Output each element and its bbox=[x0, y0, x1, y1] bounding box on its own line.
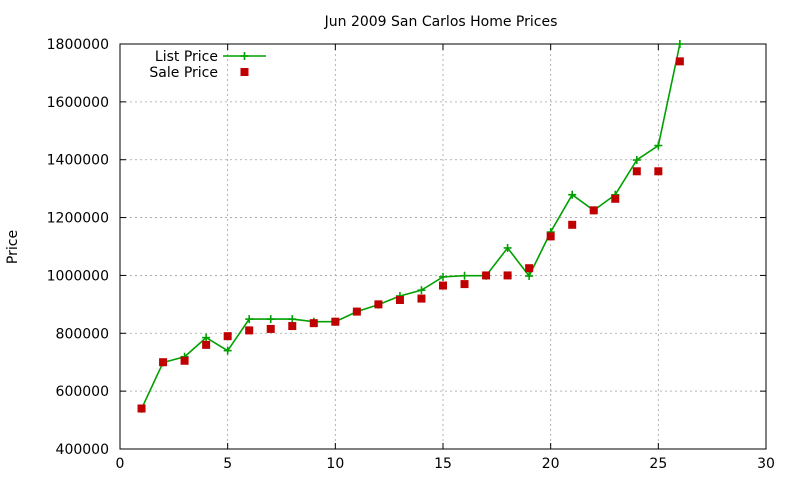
sale-price-point bbox=[611, 194, 620, 203]
sale-price-point bbox=[331, 317, 340, 326]
list-price-point bbox=[675, 40, 684, 48]
tick-labels: 0 5 10 15 20 25 30 400000 600000 800000 1000000 120… bbox=[47, 37, 775, 472]
x-tick-label: 10 bbox=[326, 456, 344, 472]
y-tick-label: 1200000 bbox=[47, 211, 109, 227]
chart-title: Jun 2009 San Carlos Home Prices bbox=[324, 14, 558, 30]
sale-price-point bbox=[159, 358, 168, 367]
list-price-point bbox=[417, 286, 426, 295]
list-price-line bbox=[140, 43, 681, 410]
y-tick-label: 600000 bbox=[56, 384, 109, 400]
x-tick-label: 15 bbox=[434, 456, 452, 472]
x-tick-label: 30 bbox=[757, 456, 775, 472]
y-tick-label: 1800000 bbox=[47, 37, 109, 53]
sale-price-point bbox=[460, 280, 469, 289]
sale-price-point bbox=[675, 57, 684, 66]
sale-price-point bbox=[525, 264, 534, 273]
list-price-point bbox=[632, 156, 641, 165]
list-price-point bbox=[288, 315, 297, 324]
sale-price-point bbox=[417, 294, 426, 303]
sale-price-point bbox=[589, 206, 598, 215]
sale-price-point bbox=[288, 322, 297, 331]
x-tick-label: 0 bbox=[116, 456, 125, 472]
x-tick-label: 20 bbox=[542, 456, 560, 472]
list-price-point bbox=[266, 315, 275, 324]
y-axis-label: Price bbox=[5, 230, 21, 264]
sale-price-point bbox=[137, 404, 146, 413]
sale-price-point bbox=[395, 296, 404, 305]
list-price-point bbox=[223, 346, 232, 355]
y-tick-label: 1000000 bbox=[47, 268, 109, 284]
sale-price-point bbox=[266, 324, 275, 333]
list-price-point bbox=[460, 271, 469, 280]
sale-price-point bbox=[202, 340, 211, 349]
legend-label: List Price bbox=[155, 49, 218, 65]
legend-item-sale-price: Sale Price bbox=[149, 65, 249, 81]
y-tick-label: 800000 bbox=[56, 326, 109, 342]
list-price-point bbox=[245, 315, 254, 324]
grid bbox=[120, 44, 766, 449]
x-tick-label: 25 bbox=[649, 456, 667, 472]
sale-price-point bbox=[482, 271, 491, 280]
y-tick-label: 1600000 bbox=[47, 95, 109, 111]
series bbox=[137, 40, 684, 413]
axes bbox=[119, 43, 767, 450]
series-list-price bbox=[137, 40, 684, 413]
series-sale-price bbox=[137, 57, 684, 413]
sale-price-point bbox=[439, 281, 447, 290]
x-tick-label: 5 bbox=[223, 456, 232, 472]
list-price-point bbox=[439, 272, 447, 281]
sale-price-point bbox=[503, 271, 512, 280]
list-price-point bbox=[503, 243, 512, 252]
list-price-point bbox=[202, 333, 211, 342]
y-tick-label: 1400000 bbox=[47, 153, 109, 169]
sale-price-point bbox=[632, 167, 641, 176]
list-price-point bbox=[525, 272, 534, 281]
sale-price-point bbox=[546, 232, 555, 241]
legend-marker bbox=[240, 52, 249, 60]
sale-price-point bbox=[654, 167, 663, 176]
list-price-point bbox=[568, 190, 577, 199]
sale-price-point bbox=[352, 307, 361, 316]
y-tick-label: 400000 bbox=[56, 442, 109, 458]
sale-price-point bbox=[309, 319, 318, 328]
sale-price-point bbox=[245, 326, 254, 335]
sale-price-point bbox=[374, 300, 383, 309]
legend-marker bbox=[240, 68, 249, 76]
legend-item-list-price: List Price bbox=[155, 49, 266, 65]
sale-price-point bbox=[568, 220, 577, 229]
sale-price-point bbox=[223, 332, 232, 341]
list-price-point bbox=[654, 141, 663, 150]
legend-label: Sale Price bbox=[149, 65, 218, 81]
sale-price-point bbox=[180, 356, 189, 365]
